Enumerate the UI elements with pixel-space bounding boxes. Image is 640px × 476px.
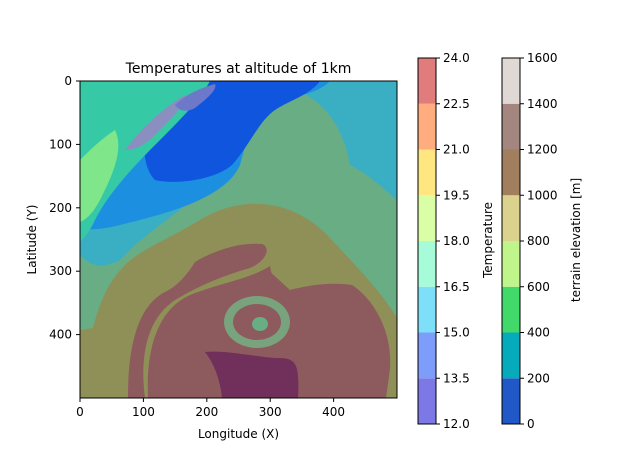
y-tick-label: 100 bbox=[49, 137, 72, 151]
temperature-colorbar-swatch bbox=[418, 149, 436, 196]
temperature-colorbar-tick-label: 13.5 bbox=[443, 371, 470, 385]
elevation-colorbar-tick-label: 800 bbox=[527, 234, 550, 248]
temperature-colorbar-swatch bbox=[418, 58, 436, 104]
temperature-colorbar-swatch bbox=[418, 286, 436, 333]
temperature-colorbar-tick-label: 16.5 bbox=[443, 280, 470, 294]
x-tick-label: 100 bbox=[132, 405, 155, 419]
elevation-colorbar-tick-label: 200 bbox=[527, 371, 550, 385]
elevation-colorbar-swatch bbox=[502, 378, 520, 424]
map-frame bbox=[79, 80, 398, 399]
y-tick-label: 0 bbox=[64, 74, 72, 88]
temperature-colorbar-tick-label: 22.5 bbox=[443, 97, 470, 111]
elevation-colorbar-swatch bbox=[502, 58, 520, 104]
terrain-ridge bbox=[125, 95, 186, 150]
y-tick-label: 200 bbox=[49, 201, 72, 215]
x-tick-label: 300 bbox=[259, 405, 282, 419]
x-axis-ticks: 0 100 200 300 400 bbox=[76, 398, 345, 419]
elevation-colorbar-label: terrain elevation [m] bbox=[569, 178, 583, 302]
elevation-colorbar-tick-label: 0 bbox=[527, 417, 535, 431]
temperature-colorbar-swatch bbox=[418, 332, 436, 379]
elevation-colorbar-swatch bbox=[502, 286, 520, 333]
y-tick-label: 400 bbox=[49, 328, 72, 342]
chart-title: Temperatures at altitude of 1km bbox=[125, 61, 352, 77]
elevation-colorbar-swatch bbox=[502, 241, 520, 287]
x-tick-label: 0 bbox=[76, 405, 84, 419]
elevation-colorbar-tick-label: 1000 bbox=[527, 188, 558, 202]
temperature-colorbar: 12.0 13.5 15.0 16.5 18.0 19.5 21.0 22.5 24.0 bbox=[417, 51, 470, 431]
temp-band-22-5 bbox=[205, 351, 299, 398]
elevation-colorbar-swatch bbox=[502, 195, 520, 241]
temperature-colorbar-tick-label: 12.0 bbox=[443, 417, 470, 431]
elevation-colorbar-tick-label: 600 bbox=[527, 280, 550, 294]
elevation-colorbar-tick-label: 1600 bbox=[527, 51, 558, 65]
elevation-colorbar-tick-label: 1200 bbox=[527, 143, 558, 157]
elevation-colorbar-swatch bbox=[502, 103, 520, 150]
temperature-colorbar-swatch bbox=[418, 195, 436, 241]
cold-pocket bbox=[259, 170, 277, 186]
y-tick-label: 300 bbox=[49, 264, 72, 278]
temperature-colorbar-tick-label: 18.0 bbox=[443, 234, 470, 248]
elevation-colorbar-tick-label: 400 bbox=[527, 326, 550, 340]
terrain-mid bbox=[80, 130, 119, 222]
elevation-colorbar-swatch bbox=[502, 332, 520, 379]
temperature-colorbar-swatch bbox=[418, 378, 436, 424]
cyclone-center bbox=[252, 317, 268, 331]
x-tick-label: 200 bbox=[195, 405, 218, 419]
x-axis-label: Longitude (X) bbox=[198, 427, 279, 441]
temperature-colorbar-swatch bbox=[418, 103, 436, 150]
y-axis-label: Latitude (Y) bbox=[25, 205, 39, 275]
terrain-low bbox=[80, 81, 210, 242]
temperature-map bbox=[80, 81, 397, 398]
y-axis-ticks: 0 100 200 300 400 bbox=[49, 74, 80, 342]
temperature-colorbar-tick-label: 21.0 bbox=[443, 143, 470, 157]
temperature-colorbar-tick-label: 19.5 bbox=[443, 188, 470, 202]
temperature-colorbar-tick-label: 24.0 bbox=[443, 51, 470, 65]
elevation-colorbar-swatch bbox=[502, 149, 520, 196]
x-tick-label: 400 bbox=[322, 405, 345, 419]
temperature-colorbar-label: Temperature bbox=[481, 202, 495, 279]
elevation-colorbar-tick-label: 1400 bbox=[527, 97, 558, 111]
temperature-colorbar-tick-label: 15.0 bbox=[443, 326, 470, 340]
terrain-mountain bbox=[175, 84, 216, 111]
temperature-colorbar-swatch bbox=[418, 241, 436, 287]
elevation-colorbar: 0 200 400 600 800 1000 1200 1400 1600 bbox=[501, 51, 558, 431]
